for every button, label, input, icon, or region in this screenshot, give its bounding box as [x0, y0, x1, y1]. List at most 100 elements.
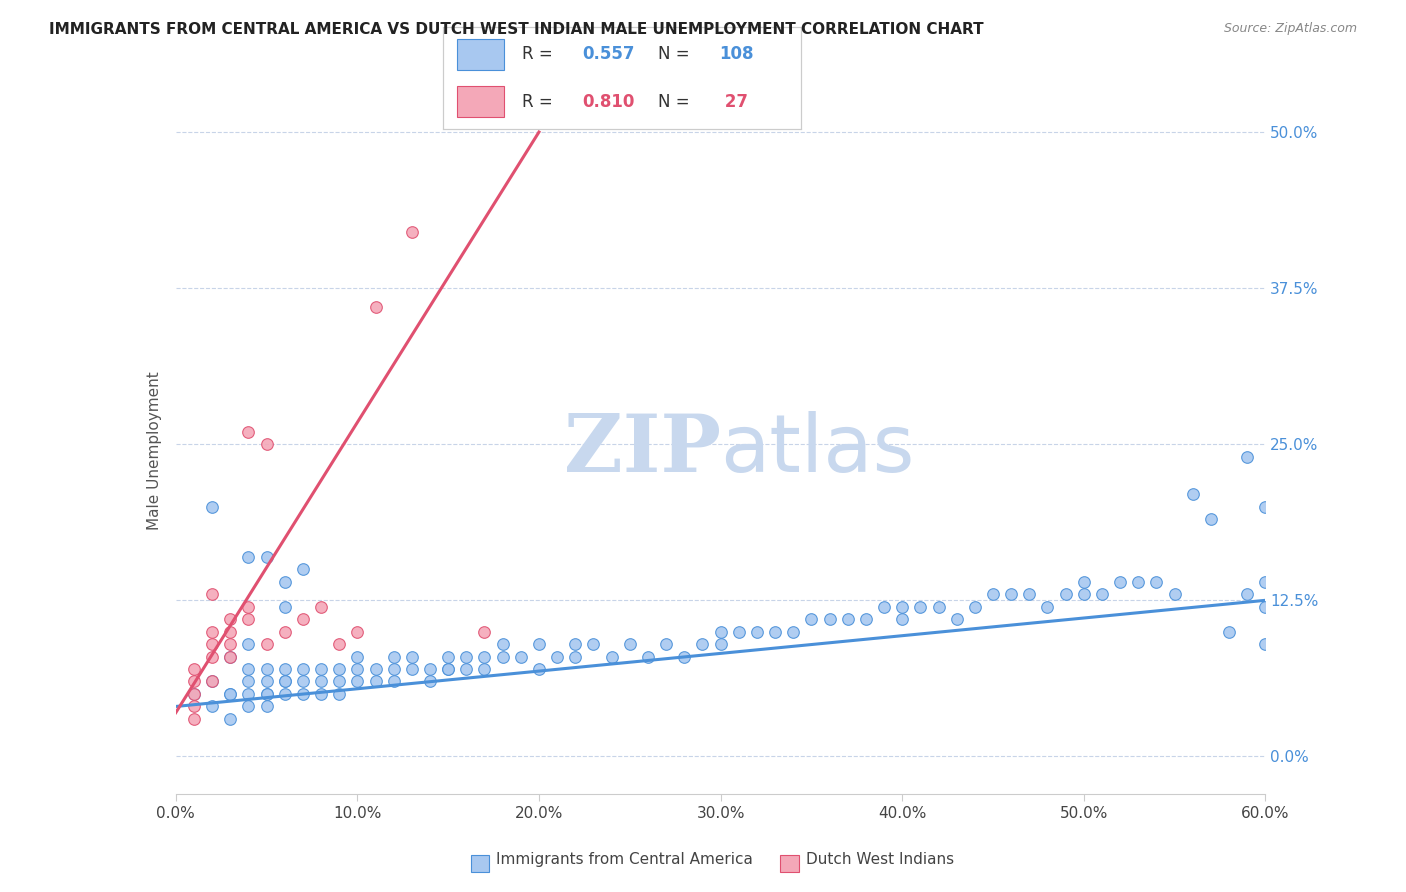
Point [219, 687, 242, 701]
Point [201, 500, 224, 514]
Point [346, 624, 368, 639]
Point [600, 649, 623, 664]
Point [382, 649, 405, 664]
Point [782, 624, 804, 639]
Point [1054, 587, 1077, 601]
Point [183, 674, 205, 689]
Point [219, 649, 242, 664]
Point [1146, 574, 1168, 589]
Point [256, 437, 278, 451]
Point [274, 662, 297, 676]
Point [727, 624, 749, 639]
Point [1163, 587, 1185, 601]
Point [437, 662, 460, 676]
Point [256, 637, 278, 651]
Point [238, 687, 260, 701]
Point [401, 649, 423, 664]
Point [274, 599, 297, 614]
Text: ZIP: ZIP [564, 411, 721, 490]
Point [891, 612, 914, 626]
Point [582, 637, 605, 651]
Point [238, 549, 260, 564]
Point [437, 662, 460, 676]
Point [256, 549, 278, 564]
Point [509, 649, 531, 664]
Point [564, 649, 586, 664]
Point [328, 637, 350, 651]
Point [474, 662, 496, 676]
Point [401, 225, 423, 239]
Point [763, 624, 786, 639]
Point [219, 624, 242, 639]
Point [564, 637, 586, 651]
Point [855, 612, 877, 626]
Point [201, 674, 224, 689]
Point [309, 599, 332, 614]
Point [1036, 599, 1059, 614]
Point [201, 699, 224, 714]
Point [492, 637, 515, 651]
Point [1199, 512, 1222, 526]
Text: atlas: atlas [721, 411, 915, 490]
Point [1218, 624, 1240, 639]
Point [274, 687, 297, 701]
Point [710, 624, 733, 639]
Point [291, 562, 314, 576]
Point [346, 649, 368, 664]
Point [238, 612, 260, 626]
Point [238, 699, 260, 714]
Point [238, 425, 260, 439]
Point [928, 599, 950, 614]
Point [963, 599, 986, 614]
Point [891, 599, 914, 614]
Point [183, 662, 205, 676]
Text: N =: N = [658, 93, 695, 111]
Point [1254, 574, 1277, 589]
Point [673, 649, 696, 664]
Point [346, 674, 368, 689]
Text: 108: 108 [718, 45, 754, 63]
Point [183, 699, 205, 714]
Text: Immigrants from Central America: Immigrants from Central America [496, 852, 754, 867]
Text: 0.810: 0.810 [582, 93, 636, 111]
Point [328, 674, 350, 689]
Point [219, 612, 242, 626]
Point [818, 612, 841, 626]
Point [256, 674, 278, 689]
Point [1018, 587, 1040, 601]
Point [238, 599, 260, 614]
Point [474, 649, 496, 664]
Point [1236, 587, 1258, 601]
Point [1073, 574, 1095, 589]
Point [745, 624, 768, 639]
Point [274, 624, 297, 639]
Point [291, 687, 314, 701]
Point [710, 637, 733, 651]
Point [201, 624, 224, 639]
Point [474, 624, 496, 639]
Point [256, 687, 278, 701]
Point [1109, 574, 1132, 589]
Point [219, 712, 242, 726]
Point [201, 587, 224, 601]
Point [364, 300, 387, 314]
Point [419, 674, 441, 689]
Point [201, 649, 224, 664]
Text: 0.557: 0.557 [582, 45, 636, 63]
Point [692, 637, 714, 651]
Point [238, 662, 260, 676]
Point [456, 662, 478, 676]
Point [527, 662, 550, 676]
Point [619, 637, 641, 651]
Point [219, 637, 242, 651]
Text: IMMIGRANTS FROM CENTRAL AMERICA VS DUTCH WEST INDIAN MALE UNEMPLOYMENT CORRELATI: IMMIGRANTS FROM CENTRAL AMERICA VS DUTCH… [49, 22, 984, 37]
Point [527, 637, 550, 651]
Y-axis label: Male Unemployment: Male Unemployment [146, 371, 162, 530]
Point [1254, 637, 1277, 651]
Point [837, 612, 859, 626]
Point [382, 662, 405, 676]
Point [183, 712, 205, 726]
Point [1236, 450, 1258, 464]
FancyBboxPatch shape [457, 39, 503, 70]
Point [419, 662, 441, 676]
